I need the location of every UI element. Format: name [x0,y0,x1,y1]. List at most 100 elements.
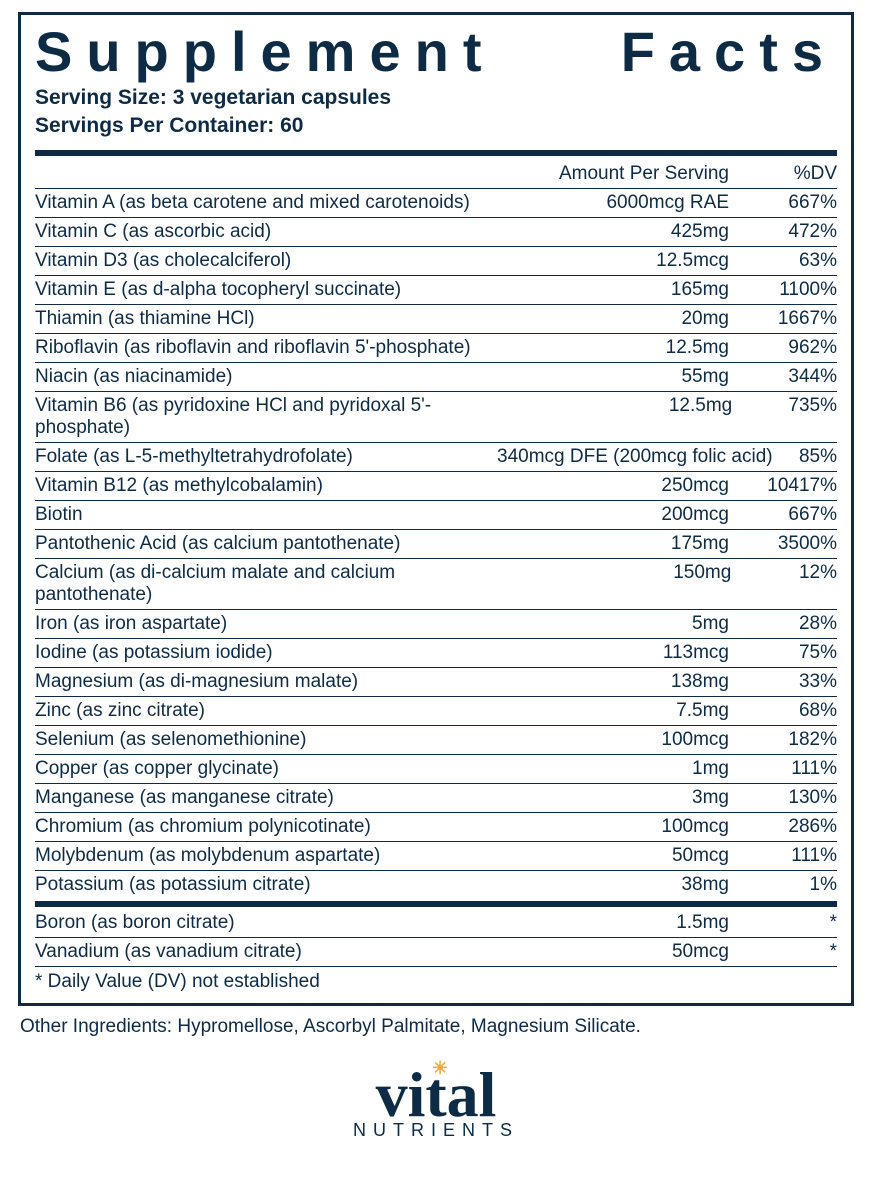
nutrient-name: Riboflavin (as riboflavin and riboflavin… [35,337,497,359]
serving-size-line: Serving Size: 3 vegetarian capsules [35,84,837,112]
dv-footnote: * Daily Value (DV) not established [35,966,837,993]
nutrient-dv: 10417% [747,475,837,497]
nutrient-dv: 182% [747,729,837,751]
nutrient-dv: 667% [747,504,837,526]
table-row: Vitamin B12 (as methylcobalamin)250mcg10… [35,471,837,500]
header-amount: Amount Per Serving [497,163,747,185]
nutrient-name: Selenium (as selenomethionine) [35,729,497,751]
nutrient-dv: 63% [747,250,837,272]
nutrient-name: Vitamin C (as ascorbic acid) [35,221,497,243]
table-row: Vitamin C (as ascorbic acid)425mg472% [35,217,837,246]
nutrient-amount: 200mcg [497,504,747,526]
table-row: Boron (as boron citrate)1.5mg* [35,909,837,937]
table-row: Calcium (as di-calcium malate and calciu… [35,558,837,609]
supplement-facts-panel: Supplement Facts Serving Size: 3 vegetar… [18,12,854,1006]
table-row: Zinc (as zinc citrate)7.5mg68% [35,696,837,725]
other-ingredients: Other Ingredients: Hypromellose, Ascorby… [20,1016,852,1038]
nutrient-amount: 250mcg [497,475,747,497]
nutrient-name: Zinc (as zinc citrate) [35,700,497,722]
nutrient-amount: 1mg [497,758,747,780]
nutrient-amount: 20mg [497,308,747,330]
nutrient-name: Copper (as copper glycinate) [35,758,497,780]
nutrient-amount: 113mcg [497,642,747,664]
nutrient-dv: 75% [747,642,837,664]
nutrient-dv: * [747,912,837,934]
nutrient-dv: 1100% [747,279,837,301]
nutrient-dv: 111% [747,845,837,867]
thick-rule-mid [35,901,837,907]
nutrient-name: Folate (as L-5-methyltetrahydrofolate) [35,446,497,468]
nutrient-amount: 150mg [505,562,749,584]
table-row: Riboflavin (as riboflavin and riboflavin… [35,333,837,362]
nutrient-name: Manganese (as manganese citrate) [35,787,497,809]
nutrient-dv: 33% [747,671,837,693]
table-row: Selenium (as selenomethionine)100mcg182% [35,725,837,754]
nutrient-dv: 1667% [747,308,837,330]
nutrient-name: Magnesium (as di-magnesium malate) [35,671,497,693]
nutrient-amount: 165mg [497,279,747,301]
table-row: Biotin200mcg667% [35,500,837,529]
table-row: Folate (as L-5-methyltetrahydrofolate)34… [35,442,837,471]
nutrient-amount: 340mcg DFE (200mcg folic acid) [497,446,747,468]
nutrient-amount: 12.5mg [497,337,747,359]
logo-main: vital ☀ [376,1066,497,1124]
nutrient-name: Vanadium (as vanadium citrate) [35,941,497,963]
nutrient-name: Iron (as iron aspartate) [35,613,497,635]
table-row: Vitamin E (as d-alpha tocopheryl succina… [35,275,837,304]
nutrient-dv: 68% [747,700,837,722]
servings-per-value: 60 [280,114,303,137]
nutrient-name: Pantothenic Acid (as calcium pantothenat… [35,533,497,555]
nutrient-dv: * [747,941,837,963]
nutrient-rows-main: Vitamin A (as beta carotene and mixed ca… [35,188,837,899]
nutrient-name: Biotin [35,504,497,526]
table-row: Vitamin B6 (as pyridoxine HCl and pyrido… [35,391,837,442]
nutrient-name: Potassium (as potassium citrate) [35,874,497,896]
header-dv: %DV [747,163,837,185]
table-row: Copper (as copper glycinate)1mg111% [35,754,837,783]
nutrient-amount: 38mg [497,874,747,896]
serving-size-value: 3 vegetarian capsules [173,86,391,109]
nutrient-amount: 50mcg [497,941,747,963]
table-row: Potassium (as potassium citrate)38mg1% [35,870,837,899]
thick-rule-top [35,150,837,156]
nutrient-dv: 3500% [747,533,837,555]
servings-per-label: Servings Per Container: [35,114,274,137]
table-header-row: Amount Per Serving %DV [35,160,837,188]
nutrient-dv: 472% [747,221,837,243]
nutrient-name: Thiamin (as thiamine HCl) [35,308,497,330]
brand-logo: vital ☀ NUTRIENTS [18,1066,854,1141]
table-row: Vanadium (as vanadium citrate)50mcg* [35,937,837,966]
nutrient-dv: 85% [747,446,837,468]
table-row: Molybdenum (as molybdenum aspartate)50mc… [35,841,837,870]
sun-icon: ☀ [432,1060,448,1076]
table-row: Magnesium (as di-magnesium malate)138mg3… [35,667,837,696]
table-row: Iron (as iron aspartate)5mg28% [35,609,837,638]
nutrient-amount: 175mg [497,533,747,555]
nutrient-rows-nodv: Boron (as boron citrate)1.5mg*Vanadium (… [35,909,837,966]
nutrient-amount: 5mg [497,613,747,635]
nutrient-dv: 1% [747,874,837,896]
nutrient-dv: 344% [747,366,837,388]
servings-per-line: Servings Per Container: 60 [35,112,837,140]
nutrient-dv: 28% [747,613,837,635]
nutrient-name: Vitamin B6 (as pyridoxine HCl and pyrido… [35,395,509,439]
table-row: Vitamin D3 (as cholecalciferol)12.5mcg63… [35,246,837,275]
nutrient-name: Vitamin B12 (as methylcobalamin) [35,475,497,497]
nutrient-name: Vitamin E (as d-alpha tocopheryl succina… [35,279,497,301]
table-row: Thiamin (as thiamine HCl)20mg1667% [35,304,837,333]
nutrient-name: Vitamin D3 (as cholecalciferol) [35,250,497,272]
nutrient-dv: 130% [747,787,837,809]
table-row: Pantothenic Acid (as calcium pantothenat… [35,529,837,558]
nutrient-dv: 962% [747,337,837,359]
table-row: Chromium (as chromium polynicotinate)100… [35,812,837,841]
nutrient-amount: 12.5mg [509,395,751,417]
nutrient-name: Iodine (as potassium iodide) [35,642,497,664]
nutrient-amount: 1.5mg [497,912,747,934]
nutrient-amount: 3mg [497,787,747,809]
nutrient-amount: 100mcg [497,729,747,751]
nutrient-dv: 12% [749,562,837,584]
nutrient-name: Boron (as boron citrate) [35,912,497,934]
nutrient-amount: 6000mcg RAE [497,192,747,214]
nutrient-name: Vitamin A (as beta carotene and mixed ca… [35,192,497,214]
nutrient-name: Chromium (as chromium polynicotinate) [35,816,497,838]
